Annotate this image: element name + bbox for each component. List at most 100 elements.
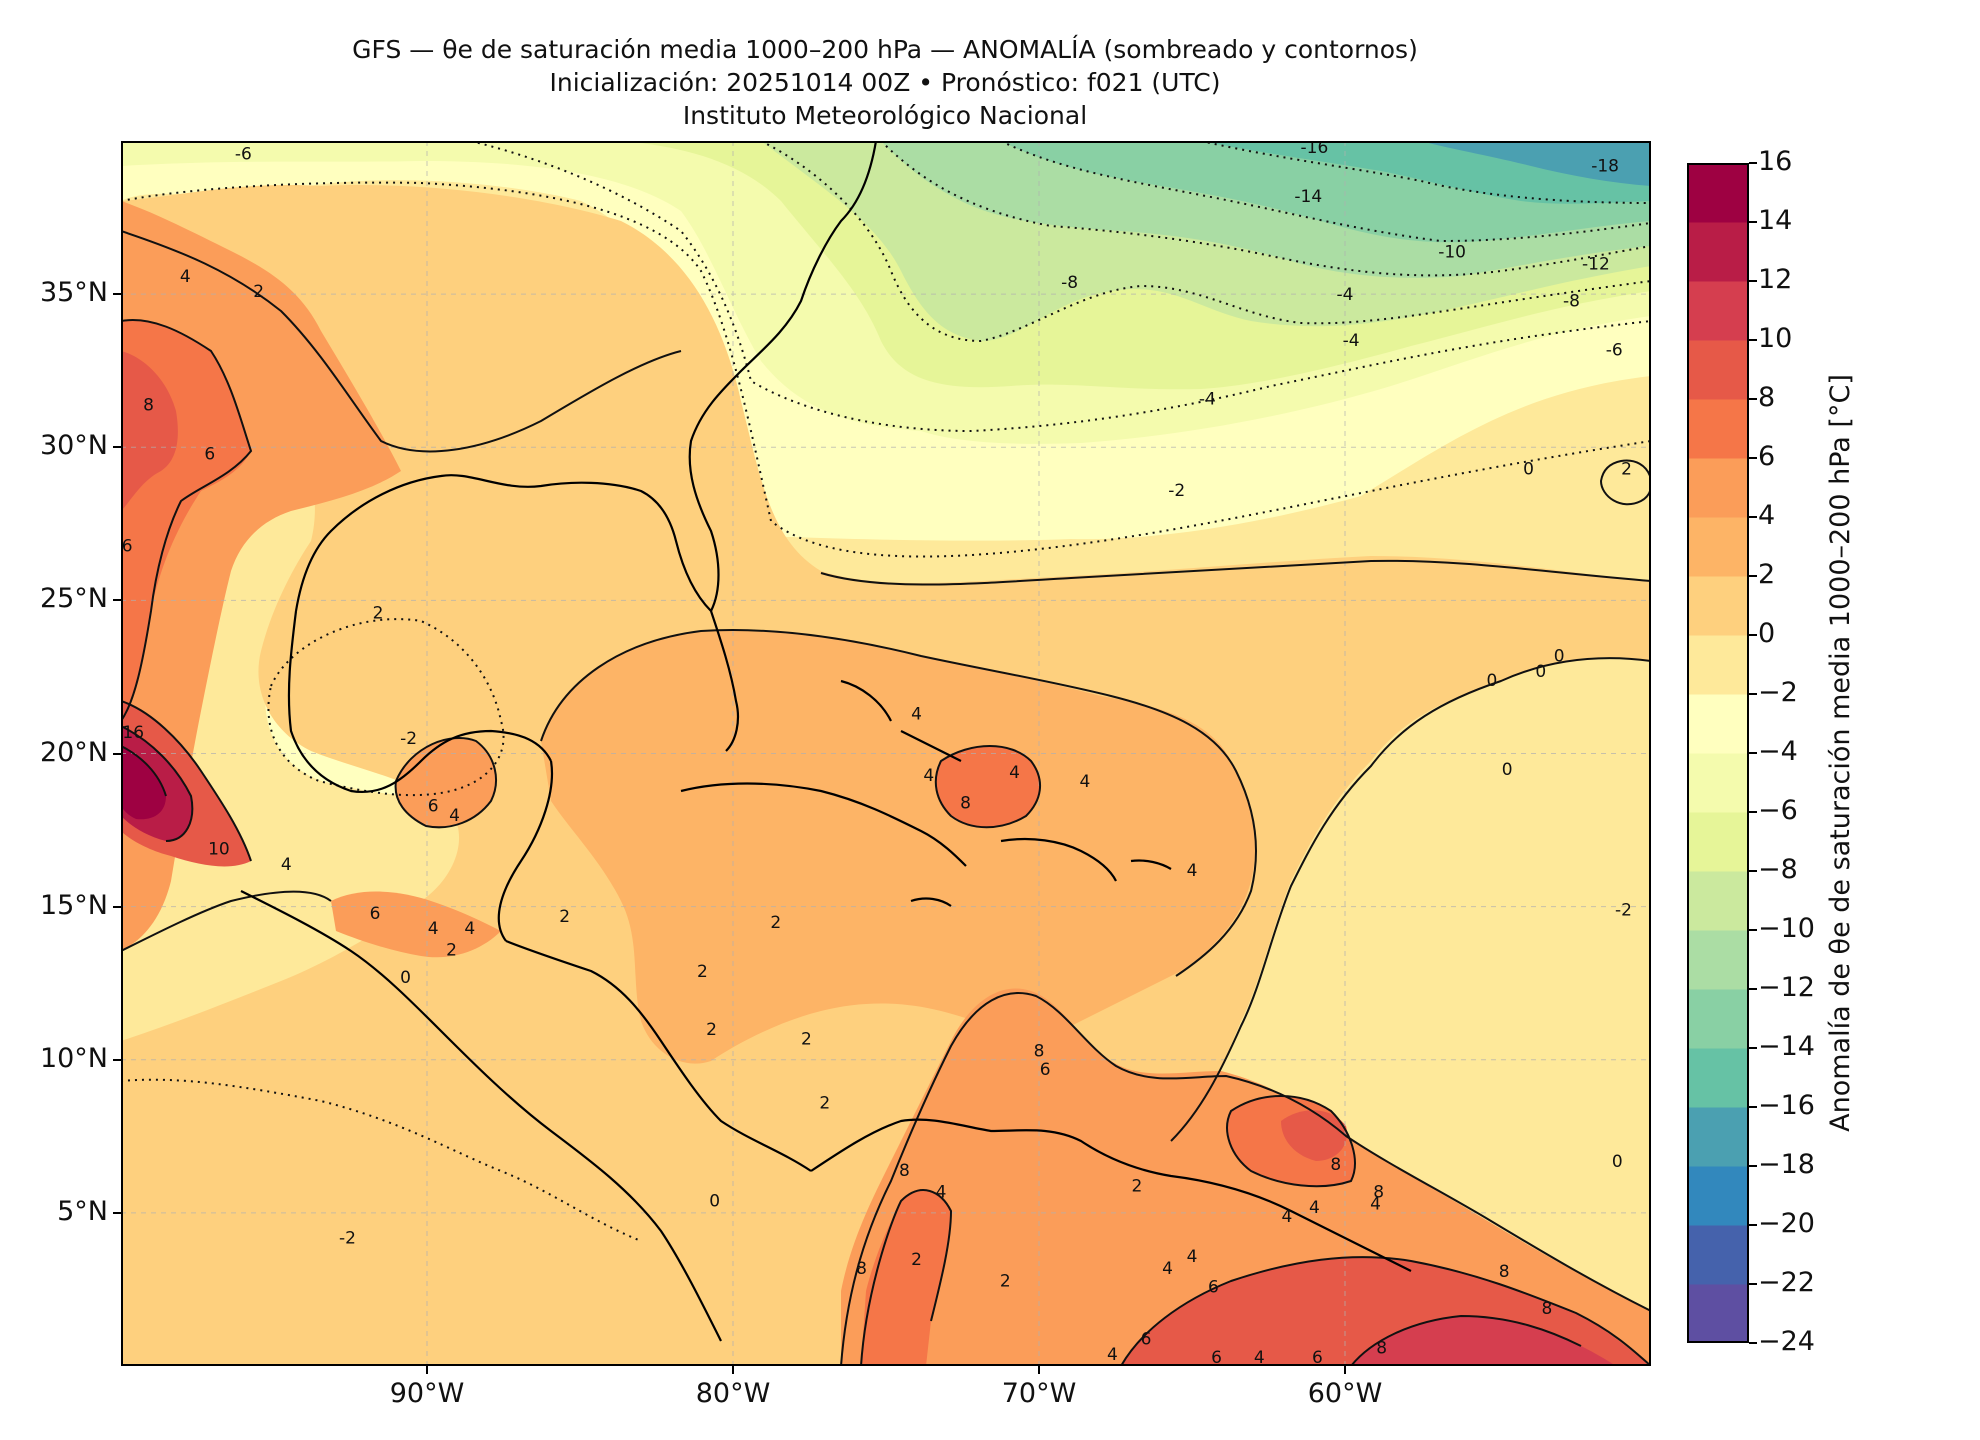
field-hispaniola-plus6 <box>935 746 1041 828</box>
lat-tick-mark <box>113 599 121 602</box>
contour-label: 0 <box>1535 662 1546 682</box>
contour-label: -6 <box>1606 340 1623 360</box>
contour-label: 2 <box>801 1029 812 1049</box>
contour-label: 0 <box>1554 647 1565 667</box>
contour-label: 6 <box>428 797 439 817</box>
contour-label: 8 <box>1499 1262 1510 1282</box>
colorbar-title: Anomalía de θe de saturación media 1000–… <box>1825 374 1856 1132</box>
colorbar-tick-label: 2 <box>1758 559 1776 590</box>
contour-label: 4 <box>1370 1195 1381 1215</box>
field-samerica-plus6 <box>861 1190 951 1366</box>
colorbar-tick-label: −24 <box>1758 1326 1815 1357</box>
contour-label: 2 <box>911 1250 922 1270</box>
contour-label: 2 <box>697 962 708 982</box>
lat-tick-label: 35°N <box>39 277 108 309</box>
map-frame <box>121 141 1651 1366</box>
colorbar-tick-mark <box>1749 988 1757 990</box>
colorbar-bin <box>1687 871 1749 931</box>
coastline-gulf-north <box>294 474 712 612</box>
lon-tick-mark <box>1038 1366 1040 1374</box>
colorbar-tick-mark <box>1749 1047 1757 1049</box>
contour-label: 4 <box>1187 1247 1198 1267</box>
contour-label: 2 <box>1621 460 1632 480</box>
coastline-jamaica <box>910 897 952 907</box>
colorbar-gradient <box>1687 163 1749 1344</box>
colorbar-tick-mark <box>1749 280 1757 282</box>
lat-tick-mark <box>113 446 121 449</box>
colorbar-tick-label: 10 <box>1758 323 1793 354</box>
colorbar-bin <box>1687 930 1749 990</box>
coastline-florida <box>709 610 740 752</box>
colorbar-tick-label: −14 <box>1758 1031 1815 1062</box>
contour-label: 6 <box>1312 1348 1323 1366</box>
lat-tick-label: 20°N <box>39 736 108 768</box>
coastline-mexico-gulf <box>287 610 552 794</box>
contour-label: 4 <box>936 1182 947 1202</box>
contour-label: 8 <box>960 794 971 814</box>
map-panel: -6 -16 -18 -14 -10 -12 -8 -4 -8 -4 -6 -4 -2 0 2 4 2 8 6 6 2-… <box>121 141 1651 1366</box>
colorbar-tick-mark <box>1749 1283 1757 1285</box>
colorbar-tick-label: 0 <box>1758 618 1776 649</box>
contour-lines-positive <box>121 230 1651 1366</box>
lon-tick-mark <box>1344 1366 1346 1374</box>
contour-label: 4 <box>1079 772 1090 792</box>
contour-label: 6 <box>204 444 215 464</box>
lon-tick-label: 60°W <box>1307 1378 1383 1409</box>
lon-tick-mark <box>426 1366 428 1374</box>
contour-label: 4 <box>923 766 934 786</box>
contour-label: 0 <box>709 1192 720 1212</box>
contour-label: 4 <box>281 855 292 875</box>
colorbar-bin <box>1687 989 1749 1049</box>
field-hotspot-plus16 <box>121 746 166 820</box>
colorbar-bin <box>1687 812 1749 872</box>
lat-tick-mark <box>113 293 121 296</box>
contour-label: -2 <box>400 729 417 749</box>
contour-label: -12 <box>1582 255 1610 275</box>
colorbar-tick-mark <box>1749 398 1757 400</box>
contour-label: 0 <box>1523 460 1534 480</box>
contour-label: -4 <box>1337 285 1354 305</box>
contour-label: -8 <box>1061 273 1078 293</box>
colorbar-tick-label: −22 <box>1758 1267 1815 1298</box>
contour-label: 8 <box>1330 1155 1341 1175</box>
contour-label: 6 <box>1211 1348 1222 1366</box>
contour-label: 4 <box>1187 861 1198 881</box>
colorbar-tick-label: 16 <box>1758 146 1793 177</box>
colorbar-tick-mark <box>1749 162 1757 164</box>
contour-label: 2 <box>446 941 457 961</box>
field-band-minus16 <box>1421 141 1651 186</box>
colorbar-bin <box>1687 1166 1749 1226</box>
field-centralam-plus4 <box>331 891 501 958</box>
contour-label: 4 <box>1009 763 1020 783</box>
contour-label: 6 <box>370 904 381 924</box>
chart-subtitle-init: Inicialización: 20251014 00Z • Pronóstic… <box>549 68 1221 97</box>
colorbar-tick-label: −20 <box>1758 1208 1815 1239</box>
coastline-hispaniola <box>1000 837 1117 882</box>
lat-tick-label: 15°N <box>39 889 108 921</box>
coastline-pacific-ca <box>240 890 722 1342</box>
colorbar-bin <box>1687 576 1749 636</box>
contour-label: 2 <box>1132 1176 1143 1196</box>
coastline-us-east <box>688 141 878 612</box>
contour-label: 8 <box>1034 1042 1045 1062</box>
contour-label: 4 <box>449 806 460 826</box>
colorbar-tick-mark <box>1749 693 1757 695</box>
colorbar-bin <box>1687 399 1749 459</box>
contour-label: -16 <box>1301 141 1329 158</box>
contour-label: 2 <box>559 907 570 927</box>
colorbar-bin <box>1687 340 1749 400</box>
colorbar-tick-mark <box>1749 870 1757 872</box>
colorbar-tick-mark <box>1749 634 1757 636</box>
lat-tick-mark <box>113 905 121 908</box>
colorbar-tick-mark <box>1749 516 1757 518</box>
colorbar-bin <box>1687 753 1749 813</box>
colorbar-tick-mark <box>1749 1342 1757 1344</box>
contour-label: -4 <box>1199 389 1216 409</box>
contour-label: 0 <box>1612 1152 1623 1172</box>
graticule <box>121 141 1651 1366</box>
colorbar-tick-mark <box>1749 811 1757 813</box>
contour-label: -10 <box>1438 242 1466 262</box>
contour-label: 16 <box>122 723 144 743</box>
coastline-central-america <box>505 939 812 1172</box>
lat-tick-mark <box>113 1211 121 1214</box>
